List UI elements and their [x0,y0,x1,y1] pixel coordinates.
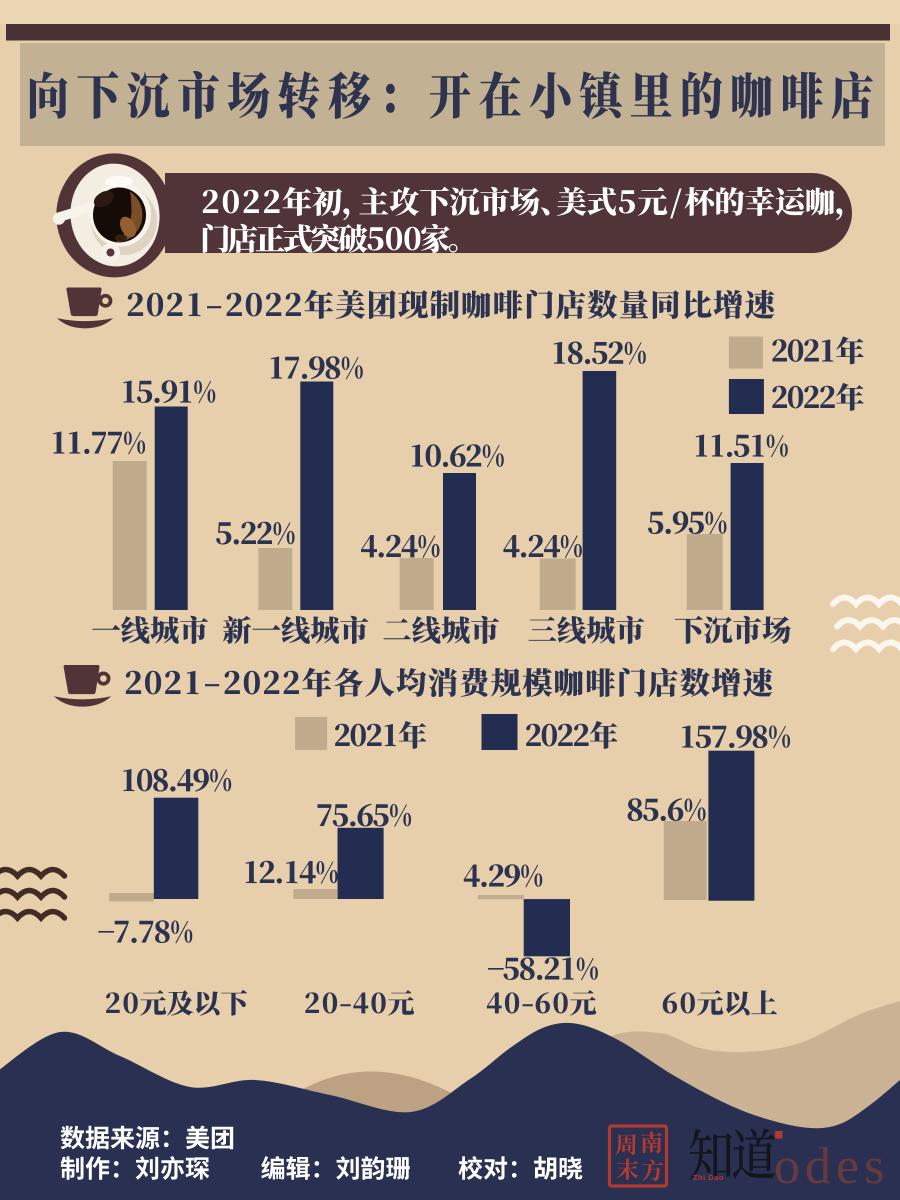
svg-text:Zhi Dao: Zhi Dao [693,1173,724,1182]
svg-text:odes: odes [774,1138,889,1195]
